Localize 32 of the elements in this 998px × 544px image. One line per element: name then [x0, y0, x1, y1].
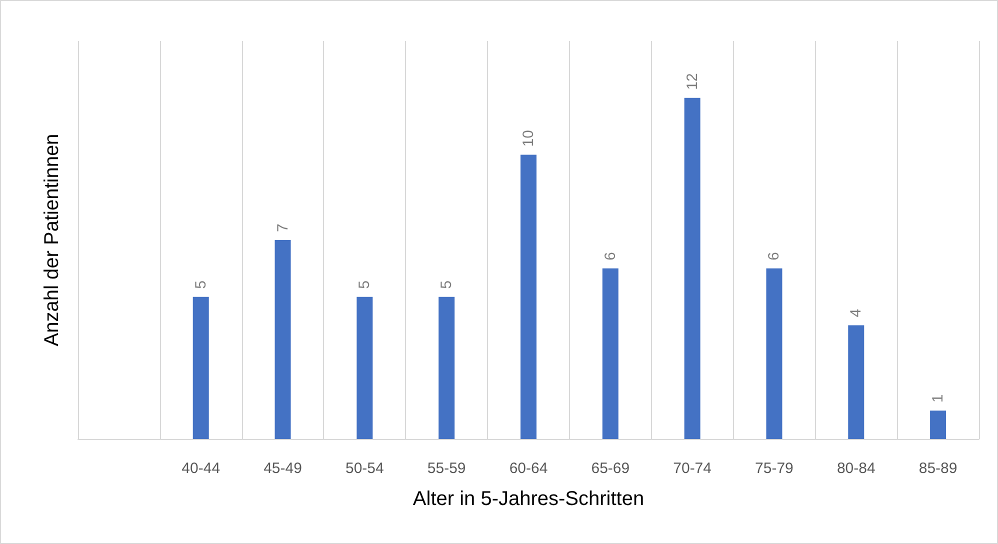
bar: [438, 296, 455, 439]
x-tick-label: 50-54: [345, 460, 384, 477]
bar: [520, 154, 536, 439]
data-label: 7: [274, 224, 292, 232]
data-label: 10: [520, 130, 537, 147]
x-tick-label: 60-64: [509, 460, 548, 477]
data-label: 12: [684, 73, 701, 90]
bar: [766, 268, 782, 439]
data-label: 4: [848, 308, 865, 318]
bar: [848, 325, 864, 439]
data-label: 5: [438, 280, 456, 289]
bar: [356, 296, 373, 439]
x-tick-label: 65-69: [591, 460, 630, 477]
data-label: 5: [356, 280, 374, 289]
x-tick-label: 55-59: [427, 460, 466, 477]
bar: [684, 98, 700, 439]
data-label: 5: [192, 280, 210, 289]
x-tick-label: 45-49: [264, 460, 302, 477]
x-tick-label: 70-74: [673, 460, 712, 477]
x-tick-label: 75-79: [755, 460, 794, 477]
x-tick-label: 40-44: [182, 460, 220, 477]
y-axis-title: Anzahl der Patientinnen: [41, 134, 63, 346]
bar: [192, 296, 209, 439]
data-label: 1: [930, 394, 947, 403]
x-axis-title: Alter in 5-Jahres-Schritten: [412, 488, 644, 510]
x-tick-label: 80-84: [836, 460, 876, 477]
data-label: 6: [766, 252, 783, 260]
bar: [930, 410, 946, 439]
x-tick-label: 85-89: [918, 460, 958, 477]
data-label: 6: [602, 252, 619, 260]
bar: [602, 268, 618, 439]
bar: [274, 240, 291, 439]
